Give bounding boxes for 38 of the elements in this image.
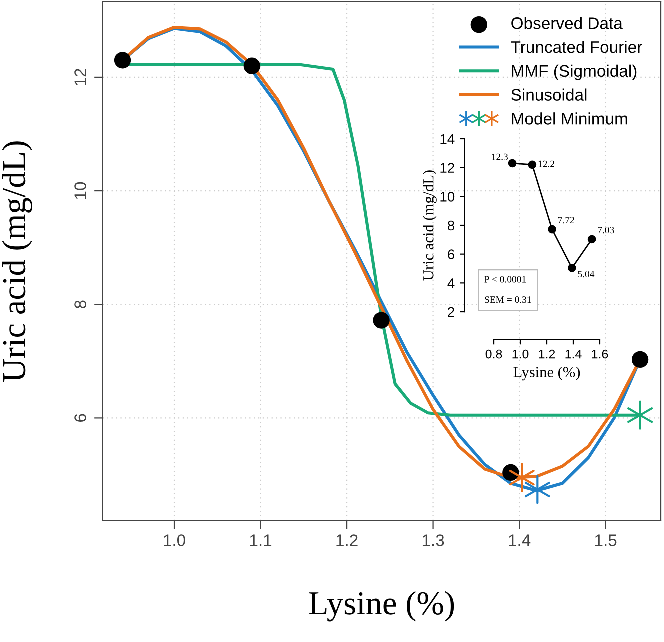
y-tick-label: 12 — [440, 163, 454, 173]
data-label: 5.04 — [578, 271, 595, 278]
y-tick-label: 12 — [74, 69, 86, 86]
x-tick-label: 1.4 — [509, 534, 531, 546]
x-tick-label: 1.1 — [250, 534, 272, 546]
x-axis-title: Lysine (%) — [309, 591, 454, 622]
y-tick-label: 10 — [74, 182, 86, 200]
annotation: SEM = 0.31 — [485, 296, 532, 304]
legend-label: Sinusoidal — [512, 88, 587, 101]
x-tick-label: 1.0 — [164, 534, 186, 546]
y-tick-label: 6 — [448, 250, 455, 260]
legend-label: Truncated Fourier — [511, 40, 642, 54]
x-tick-label: 1.0 — [512, 350, 529, 359]
y-tick-label: 14 — [440, 134, 455, 144]
x-tick-label: 1.2 — [539, 350, 556, 359]
annotation: P < 0.0001 — [484, 276, 526, 283]
x-axis-title: Lysine (%) — [514, 366, 580, 381]
legend-label: Model Minimum — [512, 112, 628, 125]
x-tick-label: 1.2 — [336, 534, 358, 546]
x-tick-label: 1.4 — [566, 350, 582, 359]
x-tick-label: 0.8 — [486, 350, 502, 359]
y-tick-label: 8 — [448, 220, 455, 231]
y-tick-label: 8 — [74, 300, 86, 309]
x-tick-label: 1.5 — [595, 534, 617, 546]
data-label: 12.2 — [538, 160, 554, 168]
y-tick-label: 6 — [74, 414, 86, 422]
y-tick-label: 10 — [440, 192, 455, 202]
data-label: 12.3 — [492, 154, 508, 160]
x-tick-label: 1.6 — [592, 350, 608, 359]
x-tick-label: 1.3 — [422, 534, 444, 546]
legend-label: MMF (Sigmoidal) — [512, 64, 637, 80]
y-axis-title: Uric acid (mg/dL) — [2, 142, 33, 382]
data-label: 7.03 — [598, 227, 614, 234]
data-label: 7.72 — [558, 217, 574, 224]
y-tick-label: 4 — [448, 278, 455, 288]
y-tick-label: 2 — [448, 307, 454, 318]
y-axis-title: Uric acid (mg/dL) — [423, 170, 437, 281]
legend-label: Observed Data — [512, 17, 623, 30]
